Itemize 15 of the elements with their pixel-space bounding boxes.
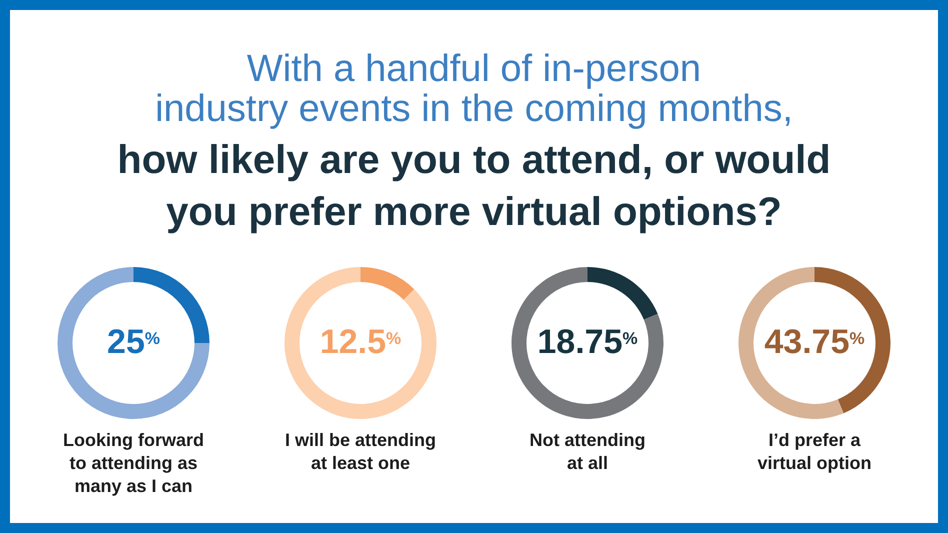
donut-slice xyxy=(284,267,436,419)
text: I’d prefer a virtual option xyxy=(758,430,872,473)
data-label: 43.75$^{%}$ xyxy=(764,323,865,361)
text: With a handful of in-person industry events in the coming months, xyxy=(155,48,793,130)
data-label: 12.5$^{%}$ xyxy=(320,323,402,361)
donut-slice xyxy=(360,267,414,300)
text: I will be attending at least one xyxy=(284,430,436,473)
data-label: 18.75$^{%}$ xyxy=(537,323,638,361)
text: Looking forward to attending as many as I can xyxy=(63,430,204,496)
text: how likely are you to attend, or would you prefer more virtual options? xyxy=(117,138,831,234)
data-label: 25$^{%}$ xyxy=(107,323,160,361)
text: Not attending at all xyxy=(530,430,646,473)
donut-slice xyxy=(588,267,658,320)
donut-slice xyxy=(58,267,210,419)
donut-slice xyxy=(512,267,664,419)
